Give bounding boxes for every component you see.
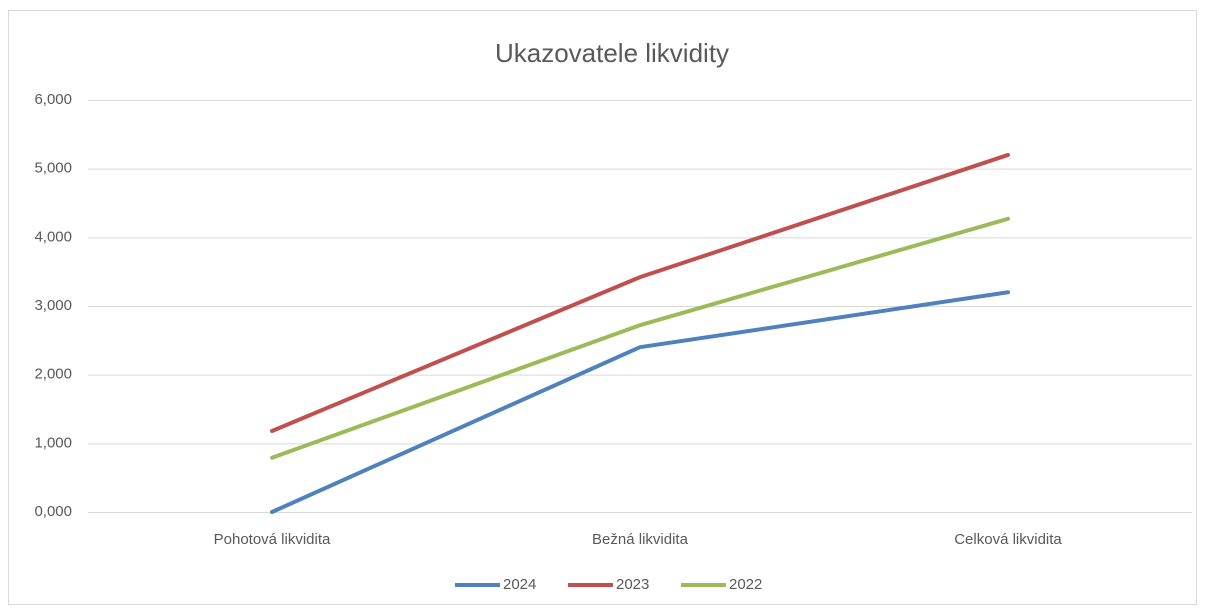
x-tick-label: Bežná likvidita: [592, 531, 689, 548]
x-tick-label: Celková likvidita: [954, 531, 1062, 548]
chart-frame: [8, 10, 1197, 605]
legend-label: 2023: [616, 576, 649, 593]
chart-title: Ukazovatele likvidity: [495, 38, 729, 68]
y-tick-label: 5,000: [34, 160, 72, 177]
x-tick-label: Pohotová likvidita: [214, 531, 331, 548]
series-line: [270, 290, 1010, 514]
legend-label: 2024: [503, 576, 536, 593]
y-tick-label: 2,000: [34, 366, 72, 383]
legend-label: 2022: [729, 576, 762, 593]
y-tick-label: 6,000: [34, 91, 72, 108]
series-line: [270, 152, 1010, 433]
y-tick-label: 1,000: [34, 434, 72, 451]
y-tick-label: 0,000: [34, 503, 72, 520]
series-line: [270, 216, 1010, 460]
y-tick-label: 4,000: [34, 228, 72, 245]
y-tick-label: 3,000: [34, 297, 72, 314]
